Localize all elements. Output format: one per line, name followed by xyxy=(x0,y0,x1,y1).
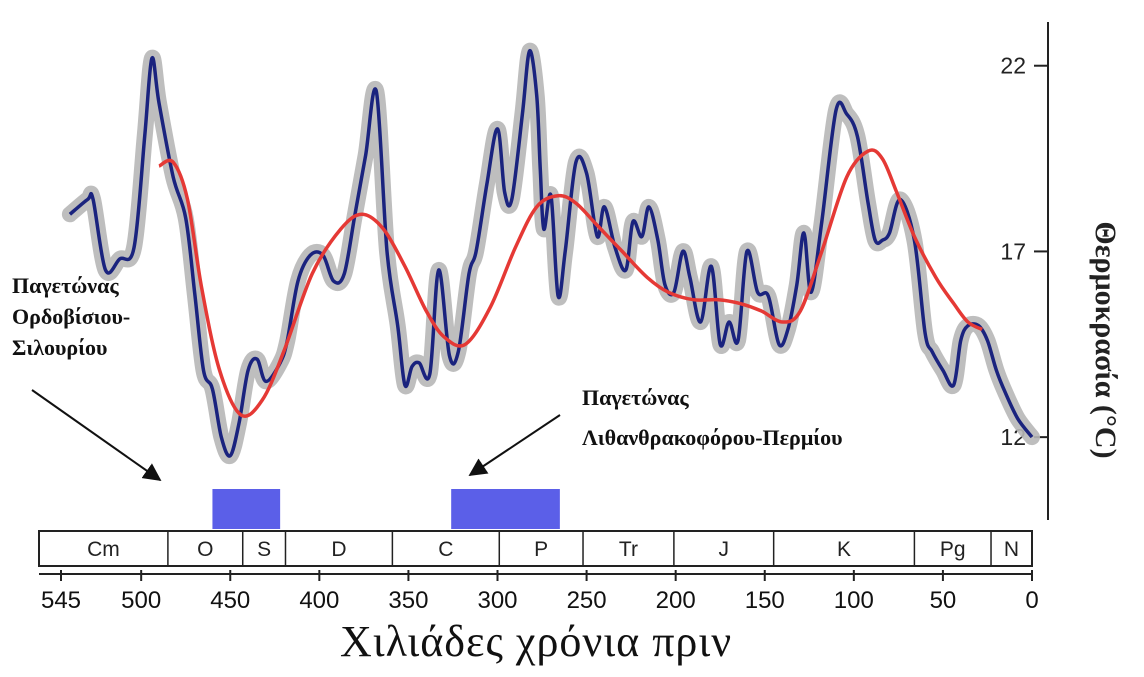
period-label-c: C xyxy=(438,538,453,561)
annotation-line: Παγετώνας xyxy=(582,385,689,410)
y-axis-title: Θερμοκρασία (°C) xyxy=(1089,221,1122,459)
annotation-line: Σιλουρίου xyxy=(12,335,108,360)
arrow-ordovician xyxy=(31,389,162,482)
period-label-s: S xyxy=(257,538,271,561)
y-tick-label: 17 xyxy=(1000,238,1026,264)
arrow-carboniferous xyxy=(468,414,561,476)
x-axis-title: Χιλιάδες χρόνια πριν xyxy=(340,617,733,666)
period-label-d: D xyxy=(331,538,346,561)
annotation-line: Παγετώνας xyxy=(12,273,119,298)
annotation-line: Ορδοβίσιου- xyxy=(12,304,131,329)
period-label-cm: Cm xyxy=(87,538,120,561)
series-line-trend xyxy=(158,148,983,418)
glaciation-bar-2 xyxy=(451,489,560,529)
period-label-tr: Tr xyxy=(619,538,638,561)
period-label-pg: Pg xyxy=(940,538,966,561)
x-tick-label: 350 xyxy=(388,587,428,614)
y-tick-label: 22 xyxy=(1000,53,1026,79)
period-label-j: J xyxy=(719,538,730,561)
period-label-o: O xyxy=(197,538,213,561)
x-tick-label: 0 xyxy=(1025,587,1038,614)
glaciation-bar-1 xyxy=(212,489,281,529)
y-axis-title-wrap: Θερμοκρασία (°C) xyxy=(1075,80,1135,600)
x-tick-label: 250 xyxy=(567,587,607,614)
x-tick-label: 300 xyxy=(477,587,517,614)
x-tick-label: 200 xyxy=(656,587,696,614)
period-label-k: K xyxy=(837,538,851,561)
annotation-line: Λιθανθρακοφόρου-Περμίου xyxy=(582,425,843,450)
x-tick-label: 545 xyxy=(41,587,81,614)
period-label-p: P xyxy=(534,538,548,561)
x-tick-label: 150 xyxy=(745,587,785,614)
x-tick-label: 450 xyxy=(210,587,250,614)
annotation-ordovician-silurian: Παγετώνας Ορδοβίσιου- Σιλουρίου xyxy=(12,270,130,363)
period-label-n: N xyxy=(1004,538,1019,561)
annotation-carboniferous-permian: Παγετώνας Λιθανθρακοφόρου-Περμίου xyxy=(582,378,843,458)
x-tick-label: 400 xyxy=(299,587,339,614)
x-tick-label: 500 xyxy=(121,587,161,614)
x-tick-label: 50 xyxy=(930,587,957,614)
x-tick-label: 100 xyxy=(834,587,874,614)
period-bar xyxy=(38,530,1033,567)
